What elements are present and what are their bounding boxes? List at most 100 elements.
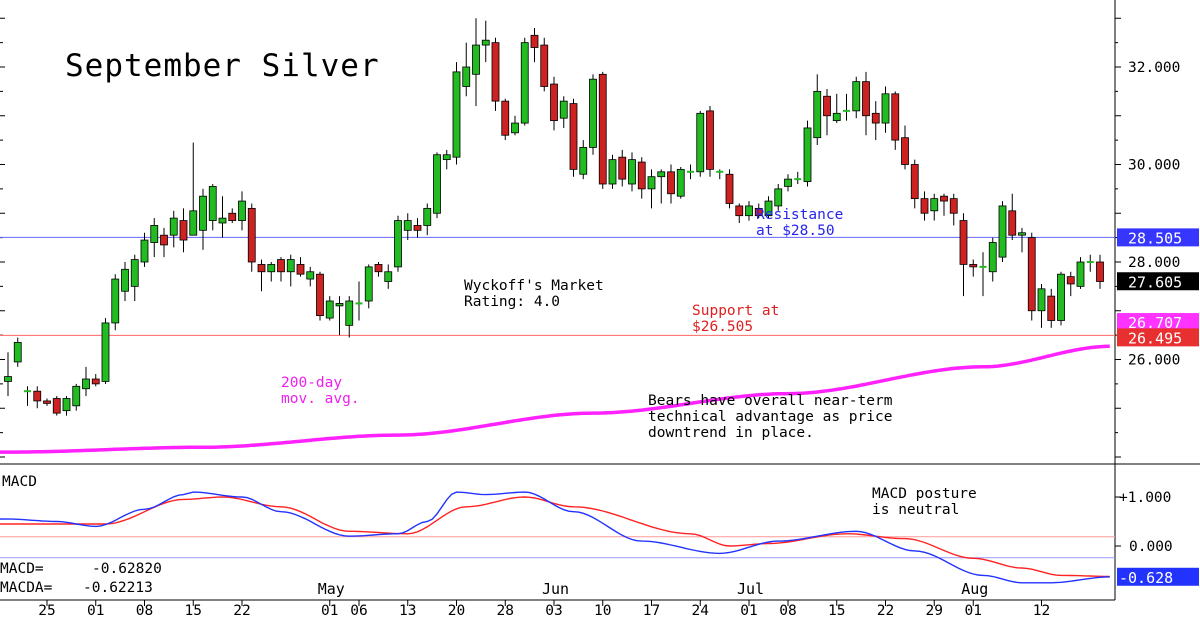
candle: [843, 93, 850, 121]
x-day-label: 01: [87, 603, 104, 619]
macda-readout-name: MACDA=: [0, 580, 53, 596]
candle-body: [218, 217, 227, 224]
macd-readout-value: -0.62820: [92, 561, 162, 577]
candle-body: [1076, 261, 1085, 287]
candle-body: [930, 198, 939, 212]
macd-readout-name: MACD=: [0, 561, 44, 577]
x-axis-labels: 25 01 08 15 22 01 06 13 20 28 03 10 17 24 01 08 15 22 29 01…: [38, 580, 1050, 619]
macda-readout-value: -0.62213: [83, 580, 153, 596]
candle-body: [374, 264, 383, 273]
candle-body: [296, 264, 305, 275]
candle: [520, 37, 529, 126]
candle-body: [803, 127, 812, 182]
candle: [696, 110, 705, 177]
candle-body: [891, 93, 900, 141]
candle: [598, 71, 607, 189]
candle-body: [540, 44, 549, 87]
candle-body: [442, 154, 451, 161]
candle: [1096, 254, 1104, 289]
candle: [72, 383, 81, 411]
price-tick-label: 26.000: [1128, 353, 1180, 369]
candle: [959, 213, 968, 297]
candle: [199, 188, 207, 250]
candle-body: [784, 178, 792, 187]
candles-layer: [4, 18, 1104, 416]
candle: [862, 71, 870, 136]
candle: [394, 215, 402, 272]
candle-body: [998, 205, 1007, 258]
price-tick-label: 28.000: [1128, 255, 1180, 271]
candle: [881, 86, 890, 133]
moving-average-200-line: [0, 344, 1110, 454]
candle: [452, 62, 461, 165]
x-day-label: 22: [877, 603, 894, 619]
x-month-label: May: [318, 580, 345, 598]
candle: [1076, 257, 1085, 289]
candle: [130, 254, 139, 301]
candle: [764, 196, 773, 219]
candle-body: [1018, 232, 1026, 236]
x-day-label: 22: [233, 603, 250, 619]
x-month-label: Jun: [542, 580, 569, 598]
candle-body: [1027, 237, 1036, 312]
candle-body: [101, 322, 110, 382]
candle-body: [1057, 273, 1065, 321]
candle-body: [189, 210, 198, 236]
candle: [1027, 232, 1036, 321]
candle: [550, 76, 558, 131]
candle-body: [384, 271, 393, 282]
candle-body: [676, 168, 685, 197]
macd-value-tag: -0.628: [1117, 567, 1199, 587]
price-tag-label: 26.707: [1128, 314, 1182, 332]
candle: [657, 169, 666, 204]
candle-body: [62, 398, 71, 412]
candle-body: [511, 122, 519, 134]
x-day-label: 25: [38, 603, 55, 619]
candle-body: [43, 400, 51, 404]
candle: [296, 257, 305, 277]
chart-title: September Silver: [65, 48, 380, 84]
candle-body: [813, 90, 822, 139]
candle-body: [228, 212, 237, 221]
candle-body: [618, 156, 627, 180]
candle: [267, 262, 276, 282]
candle-body: [4, 376, 12, 382]
x-day-label: 01: [965, 603, 982, 619]
candle: [823, 88, 831, 136]
macd-panel-label: MACD: [2, 474, 37, 490]
candle-body: [423, 207, 432, 226]
candle-body: [1066, 276, 1075, 285]
candle-body: [91, 378, 100, 385]
candle: [569, 98, 578, 177]
candle-body: [608, 159, 617, 185]
macd-tick-label: 0.000: [1129, 539, 1173, 555]
x-day-label: 15: [185, 603, 202, 619]
candle: [91, 374, 100, 387]
candle-body: [160, 234, 168, 246]
macd-value-tag-box: [1117, 567, 1199, 586]
candle: [150, 218, 159, 258]
candle: [179, 208, 188, 253]
candle: [111, 274, 120, 331]
candle: [579, 140, 588, 180]
macd-layer: [0, 491, 1110, 584]
candle: [33, 386, 42, 409]
candle-body: [696, 112, 705, 173]
candle: [920, 191, 929, 221]
candle-body: [121, 268, 129, 292]
candle-body: [325, 300, 334, 319]
x-day-label: 01: [321, 603, 338, 619]
candle: [608, 154, 617, 189]
candle: [530, 28, 539, 63]
x-day-label: 12: [1033, 603, 1050, 619]
price-tag: 27.605: [1117, 272, 1199, 291]
candle: [1057, 271, 1065, 326]
candle: [238, 191, 246, 231]
candle-body: [657, 171, 666, 178]
candle: [433, 152, 441, 219]
candle-body: [559, 100, 568, 119]
macd-tick-label: +1.000: [1119, 490, 1171, 506]
candle-body: [901, 137, 909, 165]
candle: [345, 296, 354, 338]
